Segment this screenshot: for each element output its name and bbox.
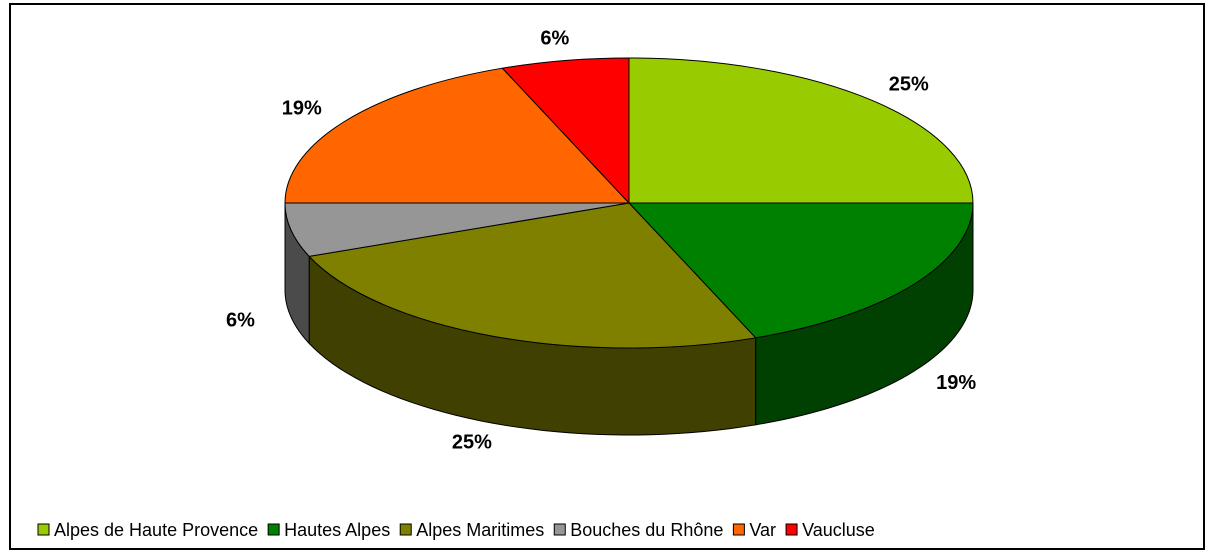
legend-label: Vaucluse — [802, 520, 875, 540]
pie-slice — [627, 202, 974, 339]
legend-label: Alpes de Haute Provence — [54, 520, 258, 540]
data-label: 19% — [936, 372, 976, 394]
legend-label: Bouches du Rhône — [570, 520, 723, 540]
legend-swatch — [399, 523, 412, 536]
pie-slice — [308, 202, 757, 349]
legend-swatch — [37, 523, 50, 536]
data-label: 19% — [282, 98, 322, 120]
data-label: 25% — [889, 73, 929, 95]
pie-slice — [284, 202, 630, 257]
legend-swatch — [553, 523, 566, 536]
legend-swatch — [732, 523, 745, 536]
legend-swatch — [785, 523, 798, 536]
legend-label: Var — [749, 520, 776, 540]
pie-slice — [501, 57, 630, 205]
pie-slice — [284, 67, 631, 204]
legend-swatch — [267, 523, 280, 536]
data-label: 6% — [226, 310, 255, 332]
data-label: 6% — [540, 27, 569, 49]
legend-label: Alpes Maritimes — [416, 520, 544, 540]
data-label: 25% — [452, 431, 492, 453]
pie-slice — [628, 57, 974, 204]
legend-label: Hautes Alpes — [284, 520, 390, 540]
